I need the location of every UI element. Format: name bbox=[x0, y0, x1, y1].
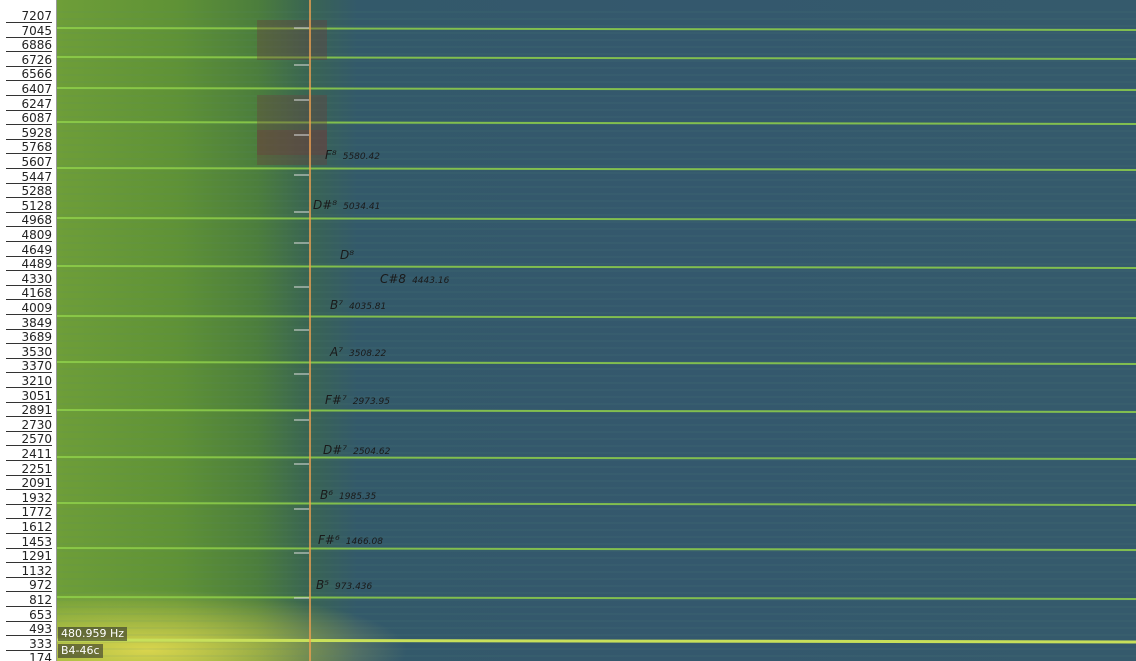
annotation-freq: 1985.35 bbox=[339, 492, 376, 502]
axis-label: 2891 bbox=[6, 403, 52, 417]
axis-label: 3689 bbox=[6, 330, 52, 344]
axis-label: 6566 bbox=[6, 67, 52, 81]
annotation-note: B⁵ bbox=[316, 578, 329, 592]
axis-label: 7045 bbox=[6, 24, 52, 38]
annotation-freq: 973.436 bbox=[335, 582, 372, 592]
harmonic-line bbox=[57, 597, 1136, 599]
annotation-note: F#⁶ bbox=[318, 533, 340, 547]
axis-label: 5288 bbox=[6, 184, 52, 198]
axis-label: 4009 bbox=[6, 301, 52, 315]
annotation-freq: 5580.42 bbox=[343, 152, 380, 162]
spectrogram[interactable] bbox=[57, 0, 1136, 661]
annotation-note: B⁶ bbox=[320, 488, 333, 502]
harmonic-line bbox=[57, 410, 1136, 412]
axis-label: 7207 bbox=[6, 9, 52, 23]
axis-label: 4649 bbox=[6, 243, 52, 257]
axis-label: 4330 bbox=[6, 272, 52, 286]
axis-label: 812 bbox=[6, 593, 52, 607]
axis-label: 653 bbox=[6, 608, 52, 622]
axis-label: 5928 bbox=[6, 126, 52, 140]
axis-label: 4489 bbox=[6, 257, 52, 271]
axis-label: 6247 bbox=[6, 97, 52, 111]
annotation: D#⁷ 2504.62 bbox=[323, 443, 390, 457]
annotation-freq: 3508.22 bbox=[349, 349, 386, 359]
annotation-freq: 4035.81 bbox=[349, 302, 386, 312]
axis-label: 3210 bbox=[6, 374, 52, 388]
harmonic-line bbox=[57, 503, 1136, 505]
axis-label: 6087 bbox=[6, 111, 52, 125]
axis-label: 1612 bbox=[6, 520, 52, 534]
annotation: A⁷ 3508.22 bbox=[330, 345, 386, 359]
shade bbox=[257, 20, 327, 60]
harmonic-line bbox=[57, 457, 1136, 459]
annotation: B⁶ 1985.35 bbox=[320, 488, 376, 502]
spectrogram-app: 7207704568866726656664076247608759285768… bbox=[0, 0, 1136, 661]
axis-label: 1772 bbox=[6, 505, 52, 519]
harmonic-line bbox=[57, 548, 1136, 550]
harmonic-line bbox=[57, 640, 1136, 642]
annotation-note: D#⁸ bbox=[313, 198, 337, 212]
annotation: D#⁸ 5034.41 bbox=[313, 198, 380, 212]
axis-label: 2091 bbox=[6, 476, 52, 490]
axis-label: 2570 bbox=[6, 432, 52, 446]
axis-label: 1453 bbox=[6, 535, 52, 549]
axis-label: 5607 bbox=[6, 155, 52, 169]
axis-label: 5128 bbox=[6, 199, 52, 213]
readout-note: B4-46c bbox=[58, 644, 103, 658]
harmonic-line bbox=[57, 266, 1136, 268]
axis-label: 1132 bbox=[6, 564, 52, 578]
axis-label: 1932 bbox=[6, 491, 52, 505]
axis-label: 3849 bbox=[6, 316, 52, 330]
annotation: C#8 4443.16 bbox=[380, 272, 449, 286]
annotation-note: B⁷ bbox=[330, 298, 343, 312]
annotation-freq: 4443.16 bbox=[412, 276, 449, 286]
axis-label: 1291 bbox=[6, 549, 52, 563]
axis-label: 6407 bbox=[6, 82, 52, 96]
annotation: D⁸ bbox=[340, 248, 354, 262]
readout-frequency: 480.959 Hz bbox=[58, 627, 127, 641]
axis-label: 5447 bbox=[6, 170, 52, 184]
axis-label: 333 bbox=[6, 637, 52, 651]
annotation-note: D#⁷ bbox=[323, 443, 347, 457]
axis-label: 4168 bbox=[6, 286, 52, 300]
axis-label: 2730 bbox=[6, 418, 52, 432]
axis-label: 972 bbox=[6, 578, 52, 592]
axis-label: 2251 bbox=[6, 462, 52, 476]
harmonic-line bbox=[57, 88, 1136, 90]
annotation-note: F#⁷ bbox=[325, 393, 347, 407]
harmonic-line bbox=[57, 57, 1136, 59]
harmonic-line bbox=[57, 28, 1136, 30]
annotation-note: D⁸ bbox=[340, 248, 354, 262]
axis-label: 6726 bbox=[6, 53, 52, 67]
harmonic-line bbox=[57, 168, 1136, 170]
axis-label: 493 bbox=[6, 622, 52, 636]
annotation-freq: 5034.41 bbox=[343, 202, 380, 212]
axis-label: 174 bbox=[6, 651, 52, 661]
harmonic-line bbox=[57, 218, 1136, 220]
axis-label: 3370 bbox=[6, 359, 52, 373]
axis-label: 3530 bbox=[6, 345, 52, 359]
annotation: B⁵ 973.436 bbox=[316, 578, 372, 592]
spectrogram-lines bbox=[57, 0, 1136, 661]
annotation-note: A⁷ bbox=[330, 345, 343, 359]
annotation-freq: 2504.62 bbox=[353, 447, 390, 457]
axis-label: 4809 bbox=[6, 228, 52, 242]
annotation-freq: 1466.08 bbox=[346, 537, 383, 547]
annotation: F#⁶ 1466.08 bbox=[318, 533, 383, 547]
shade bbox=[257, 130, 327, 165]
annotation: F#⁷ 2973.95 bbox=[325, 393, 390, 407]
axis-label: 6886 bbox=[6, 38, 52, 52]
annotation: F⁸ 5580.42 bbox=[325, 148, 380, 162]
annotation-freq: 2973.95 bbox=[353, 397, 390, 407]
axis-label: 5768 bbox=[6, 140, 52, 154]
axis-label: 2411 bbox=[6, 447, 52, 461]
harmonic-line bbox=[57, 316, 1136, 318]
annotation-note: C#8 bbox=[380, 272, 406, 286]
annotation: B⁷ 4035.81 bbox=[330, 298, 386, 312]
axis-label: 3051 bbox=[6, 389, 52, 403]
annotation-note: F⁸ bbox=[325, 148, 337, 162]
axis-label: 4968 bbox=[6, 213, 52, 227]
